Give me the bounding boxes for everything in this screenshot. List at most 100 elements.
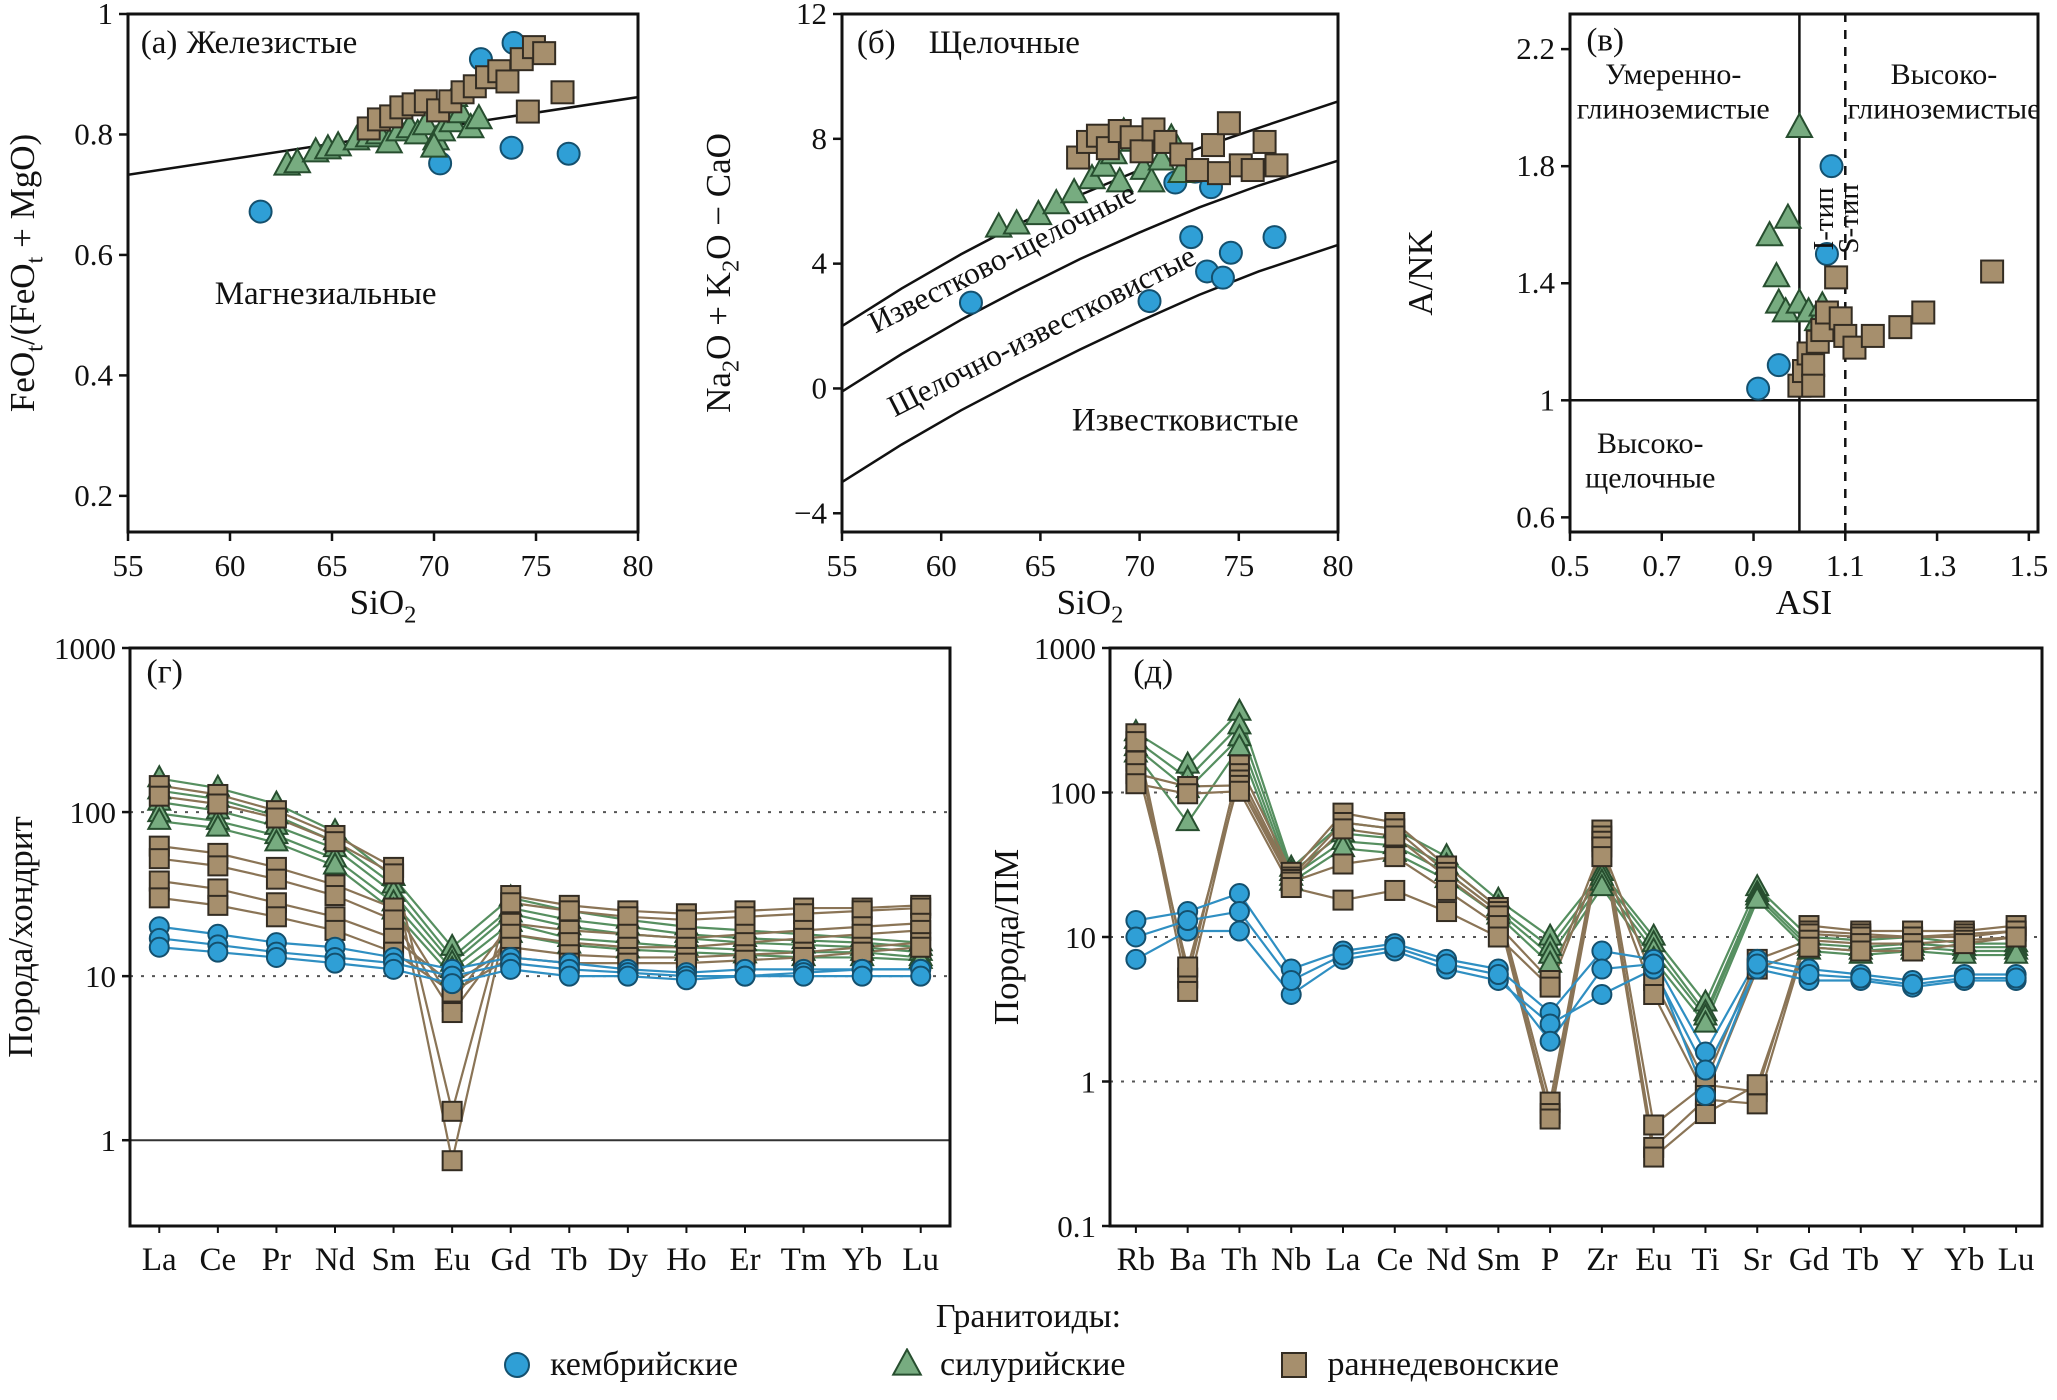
svg-text:Щелочные: Щелочные <box>929 25 1080 61</box>
svg-text:12: 12 <box>796 0 827 31</box>
svg-text:0.4: 0.4 <box>74 357 113 392</box>
svg-text:Yb: Yb <box>842 1242 882 1278</box>
svg-text:Щелочно-известковистые: Щелочно-известковистые <box>882 238 1201 424</box>
svg-text:65: 65 <box>317 548 348 583</box>
svg-text:(а): (а) <box>141 25 178 61</box>
svg-text:100: 100 <box>1050 776 1097 811</box>
svg-text:Nd: Nd <box>315 1242 356 1278</box>
legend-title: Гранитоиды: <box>935 1298 1122 1335</box>
svg-text:P: P <box>1541 1242 1559 1278</box>
svg-text:Rb: Rb <box>1117 1242 1156 1278</box>
svg-text:Y: Y <box>1901 1242 1925 1278</box>
svg-text:Tm: Tm <box>781 1242 827 1278</box>
svg-text:Ti: Ti <box>1691 1242 1719 1278</box>
svg-text:1: 1 <box>98 0 114 31</box>
svg-text:1.4: 1.4 <box>1516 265 1555 300</box>
svg-text:Er: Er <box>729 1242 760 1278</box>
svg-text:Dy: Dy <box>608 1242 649 1278</box>
legend-item-silurian-label: силурийские <box>939 1346 1126 1383</box>
svg-text:Tb: Tb <box>551 1242 588 1278</box>
svg-text:S-тип: S-тип <box>1833 184 1865 254</box>
svg-text:Pr: Pr <box>262 1242 291 1278</box>
panel-b-mali-diagram: 55 60 65 70 75 80 −4 0 4 8 12 SiO2 Na2O + K2O − CaO (… <box>699 0 1354 628</box>
svg-text:Магнезиальные: Магнезиальные <box>215 276 437 312</box>
panel-g-ree-spider-diagram: 1000 100 10 1 La Ce Pr Nd Sm Eu Gd Tb Dy Ho Er Tm Yb Lu По… <box>0 631 962 1300</box>
svg-text:1.1: 1.1 <box>1826 548 1865 583</box>
svg-text:8: 8 <box>812 121 828 156</box>
svg-text:Ba: Ba <box>1169 1242 1206 1278</box>
svg-text:Lu: Lu <box>902 1242 939 1278</box>
svg-text:La: La <box>142 1242 177 1278</box>
svg-text:55: 55 <box>827 548 858 583</box>
svg-text:80: 80 <box>1323 548 1354 583</box>
svg-text:75: 75 <box>1223 548 1254 583</box>
svg-text:1: 1 <box>1540 382 1556 417</box>
cambrian-circle-marker-icon <box>498 1348 536 1382</box>
svg-text:SiO2: SiO2 <box>350 583 417 628</box>
svg-text:Умеренно-глиноземистые: Умеренно-глиноземистые <box>1577 58 1770 126</box>
svg-text:Ho: Ho <box>666 1242 706 1278</box>
panel-d-multielement-spider-diagram: 1000 100 10 1 0.1 Rb Ba Th Nb La Ce Nd Sm P Zr Eu Ti Sr Gd… <box>987 631 2056 1300</box>
svg-text:10: 10 <box>1065 920 1096 955</box>
svg-text:Ce: Ce <box>200 1242 237 1278</box>
svg-text:SiO2: SiO2 <box>1057 583 1124 628</box>
svg-text:1.5: 1.5 <box>2009 548 2048 583</box>
svg-text:0: 0 <box>812 370 828 405</box>
svg-text:Sm: Sm <box>1476 1242 1520 1278</box>
legend: Гранитоиды: кембрийские силурийские ранн… <box>0 1298 2057 1384</box>
svg-text:Yb: Yb <box>1944 1242 1984 1278</box>
panel-a-fe-index-diagram: 55 60 65 70 75 80 0.2 0.4 0.6 0.8 1 SiO2 FeOt/(FeOt … <box>0 0 662 628</box>
svg-text:100: 100 <box>70 795 117 830</box>
svg-text:60: 60 <box>926 548 957 583</box>
svg-text:0.1: 0.1 <box>1057 1209 1096 1244</box>
legend-item-cambrian: кембрийские <box>498 1346 738 1384</box>
svg-text:55: 55 <box>113 548 144 583</box>
svg-text:Высоко-глиноземистые: Высоко-глиноземистые <box>1847 58 2040 126</box>
legend-item-devonian: раннедевонские <box>1275 1346 1559 1384</box>
svg-text:Na2O + K2O − CaO: Na2O + K2O − CaO <box>699 133 744 413</box>
svg-text:0.6: 0.6 <box>74 237 113 272</box>
svg-text:La: La <box>1326 1242 1361 1278</box>
svg-text:80: 80 <box>623 548 654 583</box>
svg-text:Lu: Lu <box>1998 1242 2035 1278</box>
silurian-triangle-marker-icon <box>888 1348 926 1382</box>
svg-text:ASI: ASI <box>1776 583 1832 622</box>
svg-text:75: 75 <box>521 548 552 583</box>
svg-text:(б): (б) <box>857 25 896 61</box>
svg-text:1000: 1000 <box>54 631 116 666</box>
legend-items: кембрийские силурийские раннедевонские <box>0 1346 2057 1384</box>
legend-item-devonian-label: раннедевонские <box>1327 1346 1559 1383</box>
svg-text:1: 1 <box>1081 1065 1097 1100</box>
svg-text:10: 10 <box>85 959 116 994</box>
svg-text:65: 65 <box>1025 548 1056 583</box>
svg-text:A/NK: A/NK <box>1401 230 1440 316</box>
svg-text:Gd: Gd <box>491 1242 532 1278</box>
svg-text:Sm: Sm <box>372 1242 416 1278</box>
svg-text:Tb: Tb <box>1842 1242 1879 1278</box>
svg-text:Nd: Nd <box>1426 1242 1467 1278</box>
svg-text:0.2: 0.2 <box>74 478 113 513</box>
svg-text:70: 70 <box>1124 548 1155 583</box>
svg-text:Zr: Zr <box>1586 1242 1617 1278</box>
svg-text:(г): (г) <box>146 654 183 691</box>
legend-item-cambrian-label: кембрийские <box>550 1346 738 1383</box>
svg-text:0.8: 0.8 <box>74 116 113 151</box>
svg-text:I-тип: I-тип <box>1808 187 1840 250</box>
svg-text:0.6: 0.6 <box>1516 499 1555 534</box>
svg-text:Высоко-щелочные: Высоко-щелочные <box>1585 427 1715 495</box>
svg-text:Eu: Eu <box>434 1242 471 1278</box>
svg-text:Порода/хондрит: Порода/хондрит <box>1 816 40 1058</box>
svg-text:Eu: Eu <box>1635 1242 1672 1278</box>
svg-text:4: 4 <box>812 246 828 281</box>
svg-text:FeOt/(FeOt + MgO): FeOt/(FeOt + MgO) <box>3 134 48 412</box>
svg-text:Th: Th <box>1221 1242 1258 1278</box>
svg-text:2.2: 2.2 <box>1516 31 1555 66</box>
svg-text:Gd: Gd <box>1789 1242 1830 1278</box>
svg-text:1: 1 <box>101 1123 117 1158</box>
panel-c-asi-ank-diagram: 0.5 0.7 0.9 1.1 1.3 1.5 0.6 1 1.4 1.8 2.2 ASI A/NK (в… <box>1392 0 2052 628</box>
svg-text:Nb: Nb <box>1271 1242 1311 1278</box>
svg-text:1000: 1000 <box>1034 631 1096 666</box>
svg-text:Железистые: Железистые <box>187 25 358 61</box>
svg-text:Известковистые: Известковистые <box>1072 403 1299 439</box>
